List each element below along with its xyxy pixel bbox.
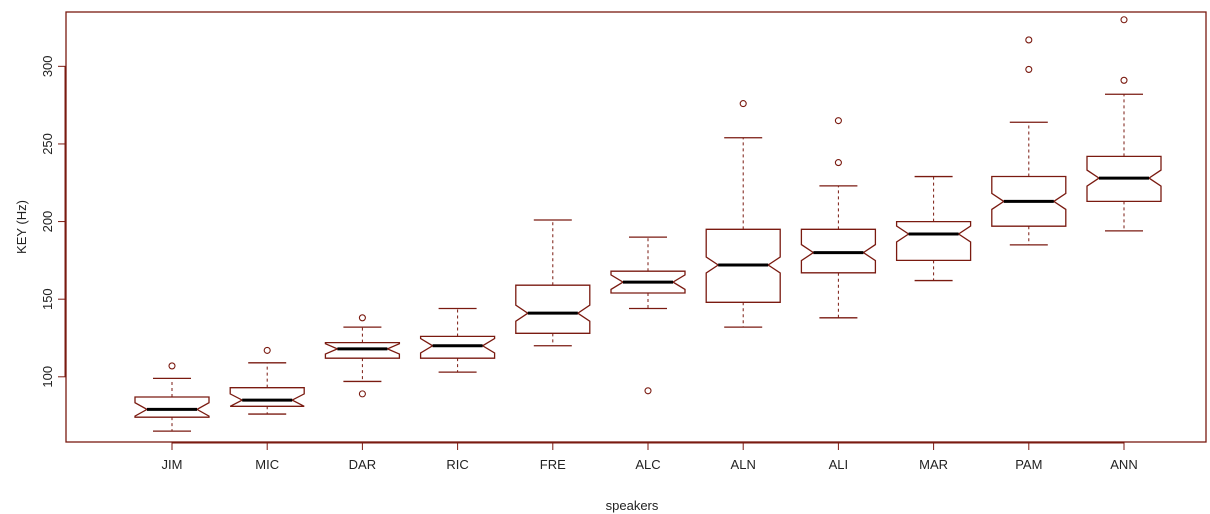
outlier-point	[834, 117, 842, 125]
box-mic	[229, 346, 305, 415]
notched-box	[800, 228, 877, 274]
y-tick-label: 100	[40, 366, 55, 388]
outlier-point	[263, 346, 271, 354]
x-tick-label: MAR	[919, 457, 948, 472]
y-tick-label: 300	[40, 55, 55, 77]
x-tick-label: MIC	[255, 457, 279, 472]
x-tick-label: ALN	[731, 457, 756, 472]
box-dar	[324, 314, 401, 398]
notched-box	[134, 396, 210, 418]
box-pam	[991, 36, 1067, 246]
outlier-point	[358, 390, 366, 398]
y-tick-label: 150	[40, 288, 55, 310]
x-tick-label: ALI	[829, 457, 849, 472]
outlier-point	[358, 314, 366, 322]
y-tick-label: 200	[40, 211, 55, 233]
box-ali	[800, 117, 877, 319]
box-ann	[1086, 16, 1162, 232]
outlier-point	[644, 387, 652, 395]
x-tick-label: JIM	[162, 457, 183, 472]
notched-box	[419, 335, 496, 359]
outlier-point	[1120, 16, 1128, 24]
outlier-point	[1025, 36, 1033, 44]
x-tick-label: DAR	[349, 457, 376, 472]
x-tick-label: PAM	[1015, 457, 1042, 472]
plot-frame	[65, 11, 1207, 443]
outlier-point	[834, 159, 842, 167]
outlier-point	[1120, 76, 1128, 84]
x-axis-title: speakers	[606, 498, 659, 513]
x-axis: JIM MIC DAR RIC FRE ALC ALN ALI MAR PAM ANN	[162, 442, 1138, 472]
notched-box	[895, 220, 972, 262]
box-alc	[610, 236, 686, 395]
notched-box	[229, 387, 305, 407]
outlier-point	[168, 362, 176, 370]
notched-box	[324, 341, 401, 359]
outlier-point	[739, 100, 747, 108]
box-mar	[895, 175, 972, 282]
x-tick-label: ANN	[1110, 457, 1137, 472]
box-series	[134, 16, 1162, 432]
x-tick-label: RIC	[446, 457, 468, 472]
box-aln	[705, 100, 781, 328]
outlier-point	[1025, 65, 1033, 73]
box-jim	[134, 362, 210, 432]
x-tick-label: ALC	[635, 457, 660, 472]
notched-box	[515, 284, 591, 334]
y-axis: 100 150 200 250 300	[40, 55, 66, 388]
x-tick-label: FRE	[540, 457, 566, 472]
box-fre	[515, 219, 591, 347]
y-tick-label: 250	[40, 133, 55, 155]
y-axis-title: KEY (Hz)	[14, 200, 29, 254]
box-ric	[419, 307, 496, 373]
